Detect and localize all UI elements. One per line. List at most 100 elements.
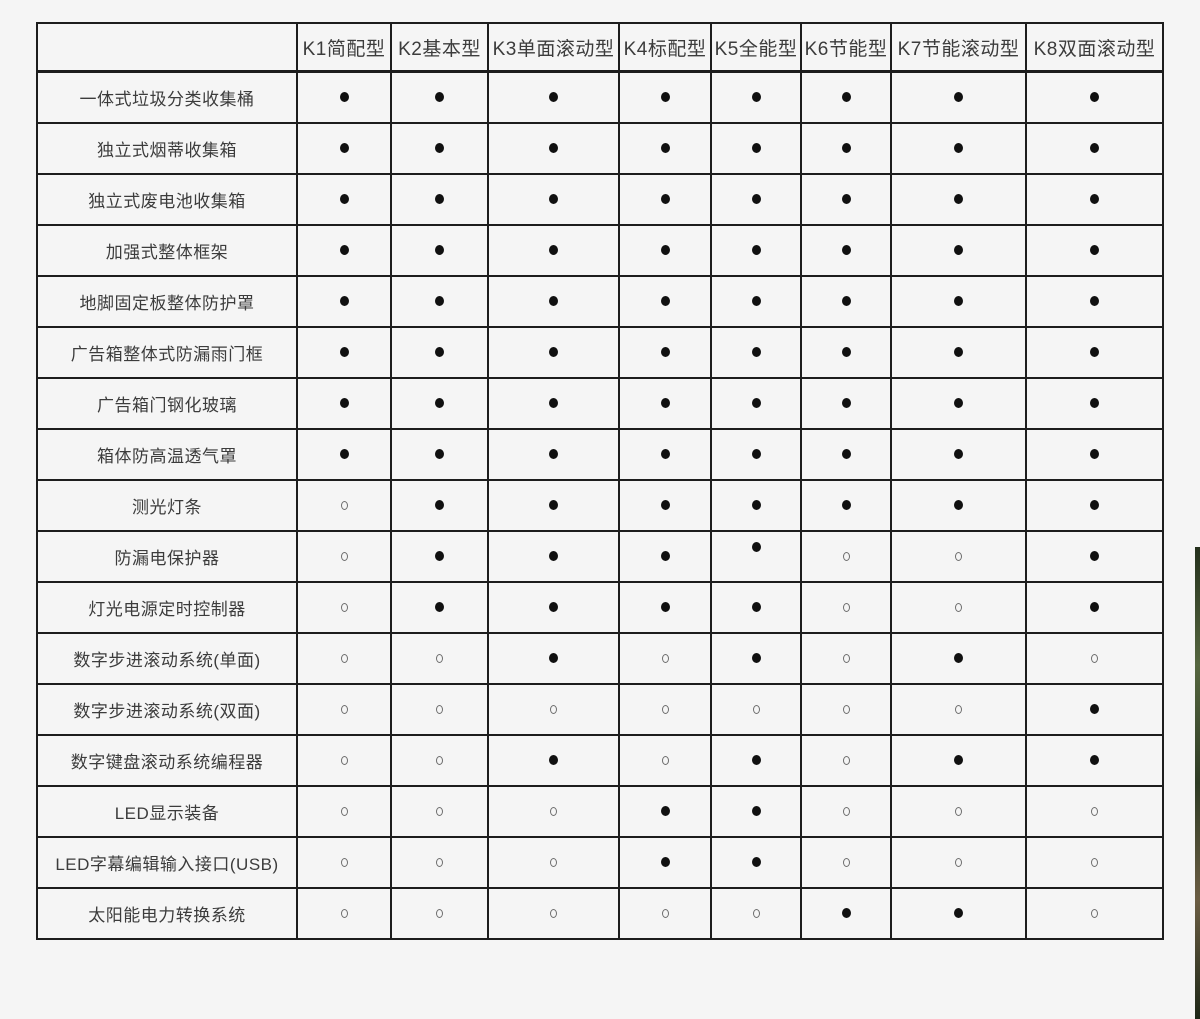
empty-dot-icon [955, 857, 962, 867]
filled-dot-icon [1090, 551, 1099, 562]
feature-cell [390, 683, 489, 736]
empty-dot-icon [340, 602, 348, 612]
feature-row: 灯光电源定时控制器 [36, 581, 1164, 634]
feature-cell [1025, 428, 1164, 481]
feature-cell [618, 479, 712, 532]
corner-cell [36, 22, 298, 73]
feature-cell [1025, 173, 1164, 226]
empty-dot-icon [842, 857, 850, 867]
empty-dot-icon [842, 806, 850, 816]
feature-cell [487, 275, 620, 328]
feature-row: 测光灯条 [36, 479, 1164, 532]
feature-cell [487, 479, 620, 532]
feature-cell [800, 836, 892, 889]
feature-cell [890, 530, 1027, 583]
filled-dot-icon [954, 296, 963, 307]
spec-comparison-table: K1简配型 K2基本型 K3单面滚动型 K4标配型 K5全能型 K6节能型 K7节能滚动型 K… [36, 22, 1164, 940]
filled-dot-icon [660, 347, 670, 358]
feature-cell [618, 530, 712, 583]
filled-dot-icon [660, 92, 670, 103]
feature-cell [1025, 122, 1164, 175]
feature-cell [710, 785, 802, 838]
empty-dot-icon [842, 602, 850, 612]
empty-dot-icon [436, 653, 443, 663]
filled-dot-icon [435, 500, 444, 511]
feature-cell [710, 734, 802, 787]
feature-row: 广告箱整体式防漏雨门框 [36, 326, 1164, 379]
filled-dot-icon [954, 194, 963, 205]
filled-dot-icon [1090, 245, 1099, 256]
feature-label: 一体式垃圾分类收集桶 [36, 70, 298, 124]
feature-cell [618, 683, 712, 736]
feature-cell [296, 122, 392, 175]
column-header-k7: K7节能滚动型 [890, 22, 1027, 73]
feature-cell [1025, 530, 1164, 583]
feature-cell [296, 734, 392, 787]
feature-cell [390, 836, 489, 889]
filled-dot-icon [435, 296, 444, 307]
feature-row: LED字幕编辑输入接口(USB) [36, 836, 1164, 889]
filled-dot-icon [751, 857, 761, 868]
column-header-k2: K2基本型 [390, 22, 489, 73]
feature-cell [890, 224, 1027, 277]
feature-cell [800, 530, 892, 583]
filled-dot-icon [660, 551, 670, 562]
feature-cell [890, 836, 1027, 889]
filled-dot-icon [751, 347, 761, 358]
feature-label: 广告箱门钢化玻璃 [36, 377, 298, 430]
feature-cell [296, 326, 392, 379]
filled-dot-icon [1090, 347, 1099, 358]
feature-cell [1025, 326, 1164, 379]
filled-dot-icon [1090, 398, 1099, 409]
feature-row: 独立式烟蒂收集箱 [36, 122, 1164, 175]
filled-dot-icon [841, 245, 851, 256]
filled-dot-icon [660, 194, 670, 205]
empty-dot-icon [340, 500, 348, 510]
feature-cell [710, 224, 802, 277]
feature-cell [800, 70, 892, 124]
filled-dot-icon [751, 143, 761, 154]
filled-dot-icon [954, 500, 963, 511]
empty-dot-icon [842, 653, 850, 663]
empty-dot-icon [340, 551, 348, 561]
empty-dot-icon [550, 857, 557, 867]
feature-cell [710, 683, 802, 736]
feature-cell [890, 785, 1027, 838]
feature-cell [800, 173, 892, 226]
feature-cell [890, 122, 1027, 175]
feature-label: 测光灯条 [36, 479, 298, 532]
feature-cell [890, 377, 1027, 430]
filled-dot-icon [339, 347, 349, 358]
empty-dot-icon [340, 857, 348, 867]
feature-cell [710, 530, 802, 583]
feature-label: 防漏电保护器 [36, 530, 298, 583]
feature-cell [800, 785, 892, 838]
column-header-k8: K8双面滚动型 [1025, 22, 1164, 73]
empty-dot-icon [752, 908, 760, 918]
feature-cell [296, 275, 392, 328]
feature-cell [800, 887, 892, 940]
feature-cell [800, 683, 892, 736]
filled-dot-icon [841, 194, 851, 205]
feature-cell [487, 70, 620, 124]
filled-dot-icon [660, 143, 670, 154]
feature-label: 数字键盘滚动系统编程器 [36, 734, 298, 787]
empty-dot-icon [955, 551, 962, 561]
filled-dot-icon [339, 398, 349, 409]
filled-dot-icon [751, 542, 761, 553]
filled-dot-icon [751, 806, 761, 817]
filled-dot-icon [954, 653, 963, 664]
feature-row: 数字步进滚动系统(双面) [36, 683, 1164, 736]
filled-dot-icon [841, 500, 851, 511]
feature-cell [800, 224, 892, 277]
feature-cell [710, 122, 802, 175]
feature-label: 加强式整体框架 [36, 224, 298, 277]
feature-cell [1025, 785, 1164, 838]
spec-comparison-table-container: K1简配型 K2基本型 K3单面滚动型 K4标配型 K5全能型 K6节能型 K7节能滚动型 K… [36, 22, 1164, 940]
feature-cell [618, 377, 712, 430]
feature-label: 独立式烟蒂收集箱 [36, 122, 298, 175]
feature-cell [890, 632, 1027, 685]
feature-cell [710, 377, 802, 430]
feature-cell [487, 377, 620, 430]
feature-cell [390, 70, 489, 124]
